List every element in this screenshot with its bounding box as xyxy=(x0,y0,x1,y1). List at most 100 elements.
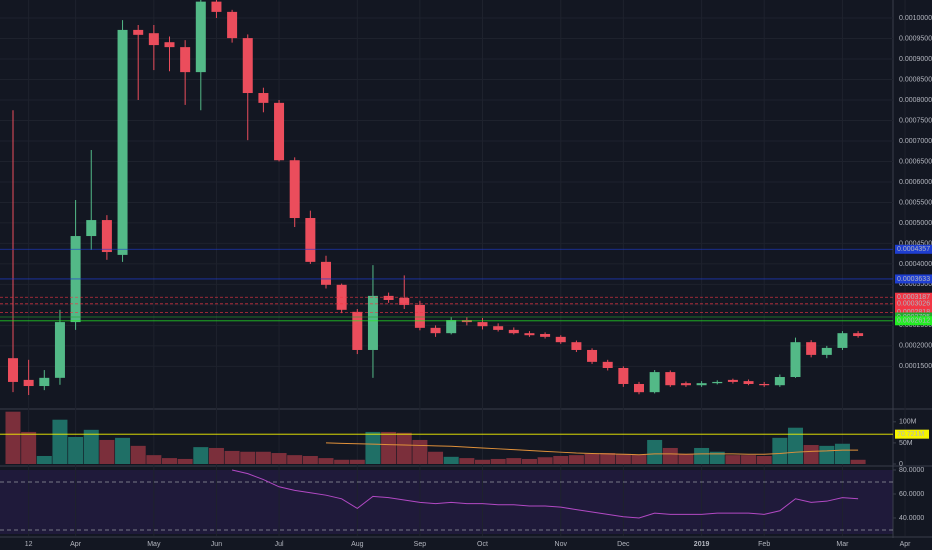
candle-body xyxy=(414,304,425,328)
volume-bar xyxy=(412,439,428,464)
candle-body xyxy=(602,361,613,369)
candle-body xyxy=(540,333,551,337)
volume-bar xyxy=(83,429,99,464)
candle-body xyxy=(727,379,738,382)
volume-bar xyxy=(772,437,788,464)
x-tick-label: Nov xyxy=(555,541,568,548)
volume-bar xyxy=(678,453,694,464)
volume-bar xyxy=(255,451,271,464)
candle-body xyxy=(383,295,394,300)
candle-body xyxy=(524,333,535,336)
x-tick-label: 2019 xyxy=(694,541,710,548)
candle-body xyxy=(712,381,723,384)
volume-bar xyxy=(803,445,819,464)
rsi-background xyxy=(0,470,893,534)
volume-bar xyxy=(850,459,866,464)
candle-body xyxy=(837,333,848,348)
volume-bar xyxy=(381,431,397,464)
x-tick-label: Oct xyxy=(477,541,488,548)
y-tick-label: 0.0004000 xyxy=(899,261,932,268)
candle-body xyxy=(634,383,644,393)
candle-body xyxy=(587,349,598,362)
y-tick-label: 60.0000 xyxy=(899,491,924,498)
price-label: 0.0003187 xyxy=(897,294,930,301)
candle-body xyxy=(23,379,34,387)
candle-body xyxy=(227,11,238,39)
volume-bar xyxy=(52,419,68,464)
volume-bar xyxy=(99,439,115,464)
candle-body xyxy=(180,47,191,73)
volume-bar xyxy=(490,458,506,464)
volume-bar xyxy=(521,458,537,464)
y-tick-label: 80.0000 xyxy=(899,467,924,474)
y-tick-label: 0.0008000 xyxy=(899,97,932,104)
volume-bar xyxy=(68,437,84,464)
volume-bar xyxy=(443,456,459,464)
volume-bar xyxy=(349,459,365,464)
volume-bar xyxy=(709,451,725,464)
x-tick-label: Sep xyxy=(414,541,427,548)
candle-body xyxy=(508,329,519,334)
candle-body xyxy=(195,1,206,73)
candle-body xyxy=(321,261,331,285)
candle-body xyxy=(446,320,457,334)
candle-body xyxy=(477,322,488,327)
volume-bar xyxy=(115,437,131,464)
volume-bar xyxy=(741,455,757,464)
candle-body xyxy=(618,368,629,384)
volume-bar xyxy=(662,447,678,464)
x-tick-label: Mar xyxy=(836,541,849,548)
candle-body xyxy=(352,311,363,350)
volume-bar xyxy=(396,432,412,464)
volume-bar xyxy=(21,431,37,464)
volume-bar xyxy=(365,431,381,464)
candle-body xyxy=(305,218,316,262)
y-tick-label: 50M xyxy=(899,440,913,447)
y-tick-label: 0.0006000 xyxy=(899,179,932,186)
candle-body xyxy=(367,295,378,350)
y-tick-label: 0.0010000 xyxy=(899,15,932,22)
volume-bar xyxy=(318,458,334,464)
y-tick-label: 40.0000 xyxy=(899,515,924,522)
y-tick-label: 0.0007000 xyxy=(899,138,932,145)
candle-body xyxy=(571,342,582,350)
candle-body xyxy=(696,383,707,386)
price-label-box xyxy=(895,299,932,309)
price-label: 0.0003633 xyxy=(897,276,930,283)
volume-bar xyxy=(631,454,647,464)
volume-bar xyxy=(428,451,444,464)
volume-bar xyxy=(193,447,209,464)
volume-label: 70.721M xyxy=(897,431,924,438)
candle-body xyxy=(680,383,691,386)
candle-body xyxy=(493,326,504,330)
x-tick-label: 12 xyxy=(25,541,33,548)
volume-bar xyxy=(788,427,803,464)
y-tick-label: 0.0006500 xyxy=(899,158,932,165)
candle-body xyxy=(258,93,269,103)
candle-body xyxy=(54,322,65,378)
volume-bar xyxy=(177,458,193,464)
volume-bar xyxy=(334,459,350,464)
y-tick-label: 0.0008500 xyxy=(899,76,932,83)
price-label-box xyxy=(895,244,932,254)
volume-bar xyxy=(834,443,850,464)
x-tick-label: Jun xyxy=(211,541,222,548)
volume-bar xyxy=(568,455,584,464)
volume-bar xyxy=(162,458,177,464)
candle-body xyxy=(148,33,159,46)
price-label-box xyxy=(895,274,932,284)
y-tick-label: 0.0003500 xyxy=(899,281,932,288)
y-tick-label: 0.0007500 xyxy=(899,117,932,124)
x-tick-label: Apr xyxy=(900,541,912,548)
y-tick-label: 0.0005500 xyxy=(899,199,932,206)
y-tick-label: 0.0009500 xyxy=(899,35,932,42)
candle-body xyxy=(665,372,676,386)
volume-bar xyxy=(475,459,490,464)
candle-body xyxy=(211,1,222,12)
candle-body xyxy=(649,372,660,393)
candle-body xyxy=(86,220,97,237)
candle-body xyxy=(133,29,144,35)
volume-bar xyxy=(459,458,475,464)
